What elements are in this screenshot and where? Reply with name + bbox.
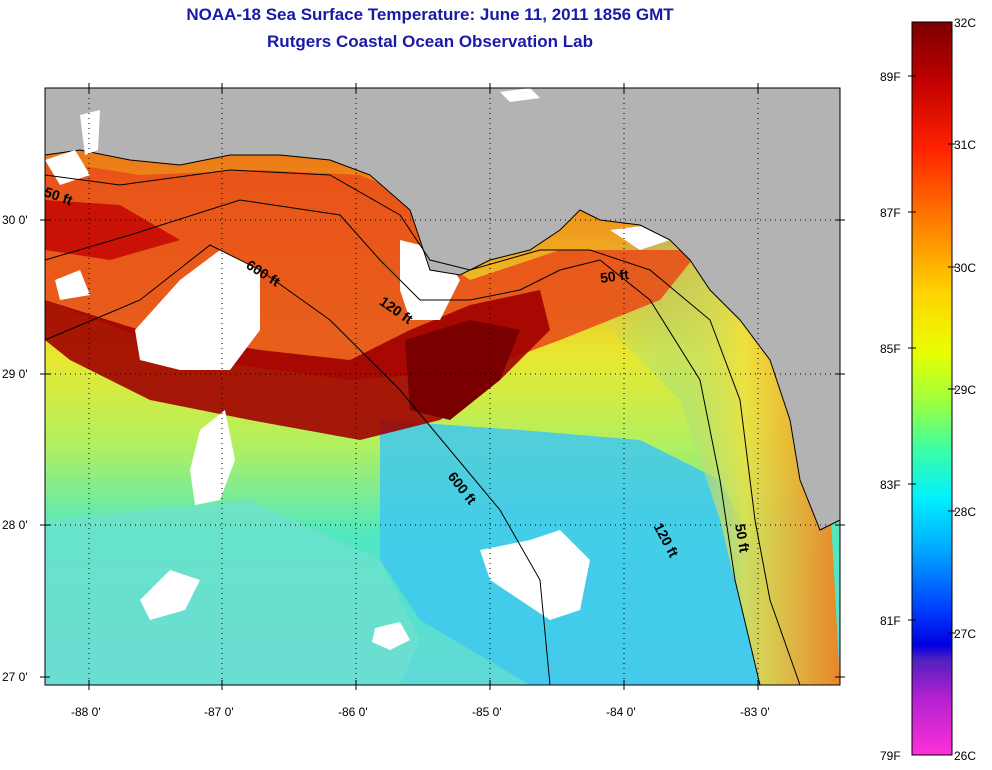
axis-ticks [40,83,845,690]
cloud-patch [480,530,590,620]
colorbar-label-79f: 79F [880,749,901,763]
colorbar-label-26c: 26C [954,749,977,763]
cool-water-patch-2 [45,500,420,685]
lat-label-30: 30 0' [2,213,28,227]
map-title: NOAA-18 Sea Surface Temperature: June 11… [186,5,674,24]
cloud-patch [135,250,260,370]
colorbar-label-28c: 28C [954,505,977,519]
colorbar-label-30c: 30C [954,261,977,275]
colorbar-label-89f: 89F [880,70,901,84]
land-cloud [500,88,540,102]
warm-core [405,320,520,420]
colorbar-label-83f: 83F [880,478,901,492]
colorbar-label-27c: 27C [954,627,977,641]
contour-50ft [44,169,801,686]
coastline [44,149,841,531]
contour-600ft [44,244,551,686]
lon-label-86: -86 0' [338,705,368,719]
lon-label-84: -84 0' [606,705,636,719]
colorbar-label-32c: 32C [954,16,977,30]
lon-label-87: -87 0' [204,705,234,719]
cloud-patch [190,410,235,505]
land-mass [45,88,840,530]
cloud-patch [140,570,200,620]
coastal-cloud [45,110,100,185]
colorbar-ticks [908,75,956,634]
lon-label-85: -85 0' [472,705,502,719]
lat-label-28: 28 0' [2,518,28,532]
lon-label-83: -83 0' [740,705,770,719]
cloud-patch [372,622,410,650]
colorbar-label-87f: 87F [880,206,901,220]
lat-label-29: 29 0' [2,367,28,381]
lat-label-27: 27 0' [2,670,28,684]
lon-label-88: -88 0' [71,705,101,719]
warm-nw [45,200,180,260]
colorbar-label-81f: 81F [880,614,901,628]
contour-120ft [44,199,761,686]
colorbar [911,21,953,756]
cloud-patch [55,270,90,300]
plot-frame [44,87,841,686]
map-subtitle: Rutgers Coastal Ocean Observation Lab [267,32,593,51]
colorbar-label-85f: 85F [880,342,901,356]
colorbar-label-31c: 31C [954,138,977,152]
colorbar-label-29c: 29C [954,383,977,397]
